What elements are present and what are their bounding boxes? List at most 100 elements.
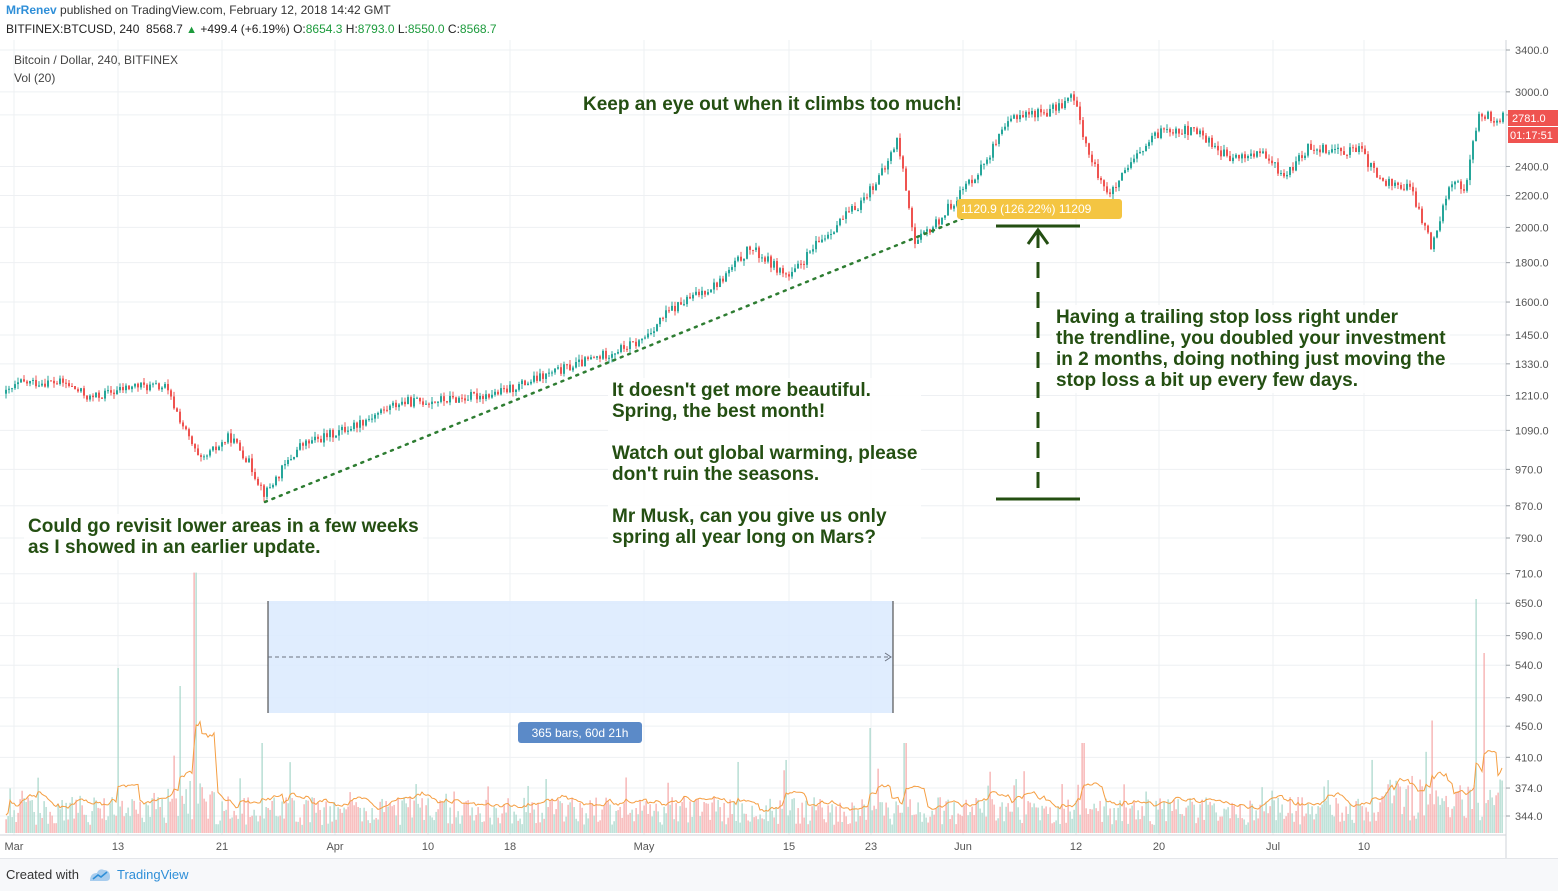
volume-bar xyxy=(491,824,493,833)
candle xyxy=(461,394,463,403)
open-value: 8654.3 xyxy=(305,22,343,36)
volume-bar xyxy=(1073,809,1075,833)
candle xyxy=(1184,124,1186,139)
volume-bar xyxy=(99,808,101,833)
volume-bar xyxy=(443,801,445,833)
volume-bar xyxy=(1157,809,1159,833)
volume-bar xyxy=(1091,809,1093,833)
candle xyxy=(1118,180,1120,192)
volume-bar xyxy=(1417,812,1419,833)
volume-bar xyxy=(1491,797,1493,833)
volume-bar xyxy=(667,782,669,833)
candle xyxy=(1271,156,1273,166)
volume-bar xyxy=(1483,653,1485,833)
volume-bar xyxy=(573,807,575,833)
candle xyxy=(743,258,745,266)
candle xyxy=(860,197,862,214)
volume-bar xyxy=(741,803,743,833)
volume-bar xyxy=(349,792,351,833)
volume-bar xyxy=(1095,808,1097,833)
volume-bar xyxy=(1475,599,1477,833)
tradingview-brand-link[interactable]: TradingView xyxy=(117,867,189,882)
candle xyxy=(380,408,382,415)
volume-bar xyxy=(1269,806,1271,833)
volume-bar xyxy=(1393,795,1395,833)
candle xyxy=(1406,179,1408,192)
volume-bar xyxy=(1185,807,1187,833)
volume-bar xyxy=(1179,814,1181,833)
bar-range-label: 365 bars, 60d 21h xyxy=(532,726,629,740)
candle xyxy=(1004,123,1006,131)
volume-bar xyxy=(793,798,795,833)
author-link[interactable]: MrRenev xyxy=(6,3,57,17)
candle xyxy=(737,255,739,263)
candle xyxy=(980,160,982,177)
price-tick-label: 1450.0 xyxy=(1515,330,1549,342)
candle xyxy=(539,368,541,382)
volume-bar xyxy=(953,802,955,833)
candle xyxy=(1400,182,1402,191)
candle xyxy=(323,428,325,447)
volume-bar xyxy=(83,814,85,833)
volume-bar xyxy=(407,807,409,833)
volume-bar xyxy=(1461,799,1463,833)
candle xyxy=(1136,149,1138,163)
candle xyxy=(992,141,994,162)
candle xyxy=(815,236,817,253)
price-tick-label: 490.0 xyxy=(1515,693,1543,705)
candle xyxy=(869,183,871,202)
volume-bar xyxy=(1061,784,1063,833)
volume-bar xyxy=(701,811,703,833)
countdown-tag-bg xyxy=(1508,127,1558,143)
ohlc-line: BITFINEX:BTCUSD, 240 8568.7 ▲ +499.4 (+6… xyxy=(6,22,497,36)
candle xyxy=(647,329,649,339)
volume-bar xyxy=(1297,797,1299,833)
candle xyxy=(953,204,955,212)
annotation-top[interactable]: Keep an eye out when it climbs too much! xyxy=(583,94,962,115)
annotation-left[interactable]: Could go revisit lower areas in a few we… xyxy=(24,514,423,560)
volume-bar xyxy=(283,818,285,833)
candle xyxy=(1049,104,1051,117)
candle xyxy=(692,292,694,302)
volume-bar xyxy=(361,821,363,833)
candle xyxy=(1304,152,1306,161)
chart-area[interactable]: 1120.9 (126.22%) 11209 365 bars, 60d 21h… xyxy=(0,40,1558,858)
time-tick-label: Jun xyxy=(954,841,972,853)
volume-bar xyxy=(103,798,105,833)
volume-bar xyxy=(657,811,659,833)
volume-bar xyxy=(1207,804,1209,833)
candle xyxy=(884,165,886,173)
volume-bar xyxy=(1203,819,1205,833)
candle xyxy=(1325,144,1327,155)
volume-bar xyxy=(1387,784,1389,833)
volume-bar xyxy=(529,812,531,833)
candle xyxy=(317,434,319,443)
candle xyxy=(77,387,79,393)
annotation-middle[interactable]: It doesn't get more beautiful. Spring, t… xyxy=(608,378,922,550)
volume-bar xyxy=(229,818,231,833)
volume-bar xyxy=(271,800,273,833)
tradingview-logo-icon[interactable] xyxy=(88,867,112,883)
candle xyxy=(536,371,538,384)
candle xyxy=(1466,178,1468,193)
volume-bar xyxy=(1469,789,1471,833)
candle xyxy=(929,228,931,235)
candle xyxy=(1415,187,1417,208)
volume-bar xyxy=(859,816,861,833)
volume-bar xyxy=(1143,815,1145,833)
price-chart[interactable]: 1120.9 (126.22%) 11209 365 bars, 60d 21h… xyxy=(0,40,1558,858)
candle xyxy=(1082,117,1084,141)
candle xyxy=(281,464,283,482)
volume-bar xyxy=(19,799,21,833)
volume-bar xyxy=(537,803,539,833)
volume-bar xyxy=(1415,818,1417,833)
candle xyxy=(623,340,625,352)
volume-bar xyxy=(1227,807,1229,833)
candle xyxy=(905,166,907,191)
volume-bar xyxy=(1401,814,1403,833)
candle xyxy=(23,375,25,383)
volume-bar xyxy=(223,811,225,833)
candle xyxy=(1457,179,1459,183)
volume-bar xyxy=(7,816,9,833)
annotation-right[interactable]: Having a trailing stop loss right under … xyxy=(1052,305,1450,393)
